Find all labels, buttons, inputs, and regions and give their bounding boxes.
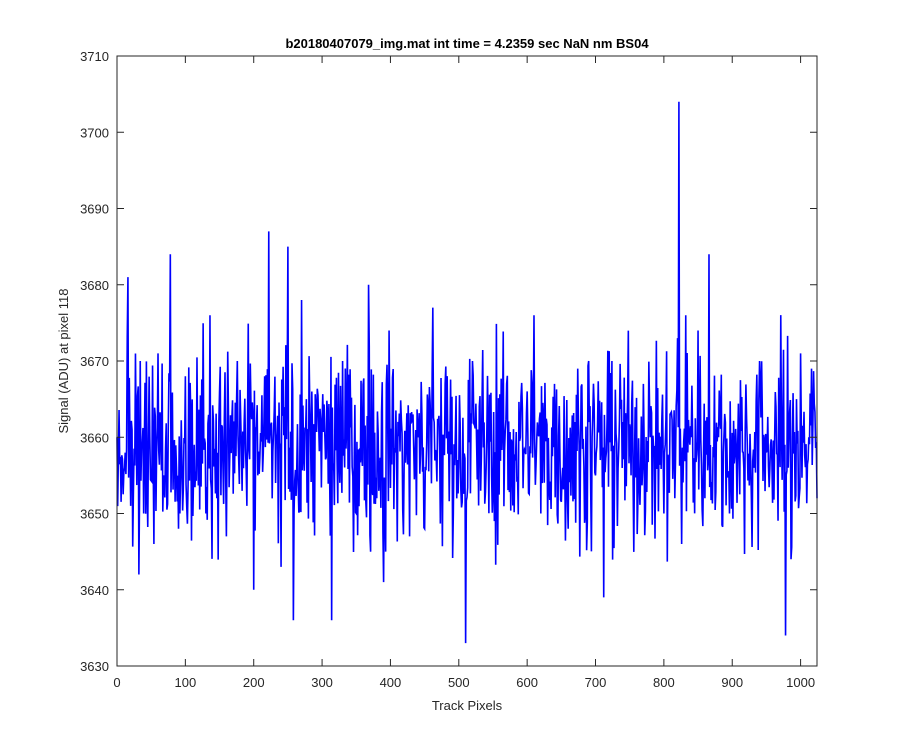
- y-tick-label: 3680: [80, 278, 109, 293]
- x-axis-label: Track Pixels: [432, 698, 503, 713]
- y-tick-label: 3670: [80, 354, 109, 369]
- y-tick-label: 3710: [80, 49, 109, 64]
- x-tick-label: 200: [243, 675, 265, 690]
- x-tick-label: 300: [311, 675, 333, 690]
- y-tick-label: 3660: [80, 430, 109, 445]
- series-line: [116, 101, 818, 644]
- y-tick-label: 3690: [80, 202, 109, 217]
- y-tick-label: 3650: [80, 507, 109, 522]
- x-tick-label: 900: [721, 675, 743, 690]
- x-tick-label: 600: [516, 675, 538, 690]
- y-tick-label: 3700: [80, 125, 109, 140]
- y-tick-label: 3640: [80, 583, 109, 598]
- x-tick-label: 100: [175, 675, 197, 690]
- x-tick-label: 800: [653, 675, 675, 690]
- axes-box: [116, 55, 818, 667]
- x-tick-label: 1000: [786, 675, 815, 690]
- x-tick-label: 700: [585, 675, 607, 690]
- x-tick-label: 500: [448, 675, 470, 690]
- x-tick-label: 400: [380, 675, 402, 690]
- x-tick-label: 0: [113, 675, 120, 690]
- plot-area: [117, 56, 817, 666]
- chart-title: b20180407079_img.mat int time = 4.2359 s…: [285, 36, 649, 51]
- y-tick-label: 3630: [80, 659, 109, 674]
- y-axis-label: Signal (ADU) at pixel 118: [56, 289, 71, 434]
